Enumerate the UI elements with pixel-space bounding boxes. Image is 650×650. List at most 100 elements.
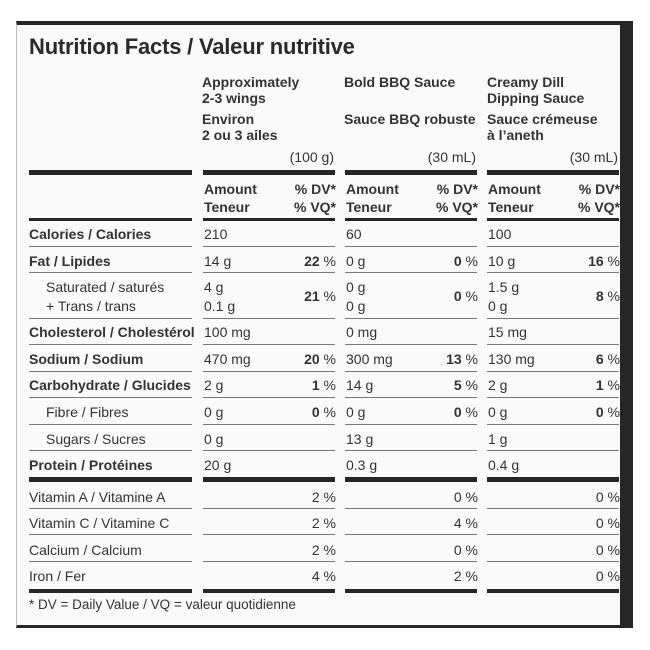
- rule-medium: [487, 218, 619, 221]
- percent-symbol: %: [323, 253, 336, 269]
- row-divider: [487, 508, 619, 509]
- cell-value: 0 g: [346, 404, 366, 420]
- cell-value: 300 mg: [346, 351, 393, 367]
- col2-serving: (30 mL): [427, 149, 476, 165]
- row-divider: [29, 508, 192, 509]
- cell-dv: 0 %: [404, 288, 478, 304]
- col3-teneur-header: Teneur: [488, 199, 534, 215]
- cell-dv: 2 %: [453, 568, 478, 584]
- cell-value: 130 mg: [488, 351, 535, 367]
- cell-value: 15 mg: [488, 324, 527, 340]
- row-divider: [29, 318, 192, 319]
- col2-amount-header: Amount: [346, 181, 399, 197]
- cell-value: 1.5 g: [488, 279, 520, 295]
- percent-symbol: %: [465, 351, 478, 367]
- cell-value: 0 g: [488, 298, 508, 314]
- row-divider: [203, 561, 335, 562]
- dv-number: 0: [595, 404, 604, 420]
- row-label-vitamin-a: Vitamin A / Vitamine A: [29, 489, 166, 505]
- cell-dv: 4 %: [453, 515, 478, 531]
- percent-symbol: %: [607, 288, 620, 304]
- cell-dv: 0 %: [262, 404, 336, 420]
- col1-teneur-header: Teneur: [204, 199, 250, 215]
- row-divider: [203, 246, 335, 247]
- row-divider: [29, 272, 192, 273]
- percent-symbol: %: [323, 288, 336, 304]
- col3-serving: (30 mL): [569, 149, 618, 165]
- row-label-fibre: Fibre / Fibres: [46, 404, 129, 420]
- row-divider: [203, 397, 335, 398]
- col3-dv-header: % DV*: [578, 181, 620, 197]
- row-label-iron: Iron / Fer: [29, 568, 86, 584]
- cell-value: 20 g: [204, 457, 232, 473]
- cell-dv: 0 %: [404, 253, 478, 269]
- cell-dv: 0 %: [595, 542, 620, 558]
- cell-value: 0 g: [204, 431, 224, 447]
- row-divider: [487, 246, 619, 247]
- row-label-fat: Fat / Lipides: [29, 253, 111, 269]
- row-divider: [29, 371, 192, 372]
- cell-dv: 21 %: [262, 288, 336, 304]
- row-divider: [203, 371, 335, 372]
- dv-number: 0: [311, 404, 320, 420]
- row-divider: [487, 371, 619, 372]
- rule-medium: [345, 218, 477, 221]
- rule-thick: [487, 589, 619, 593]
- cell-value: 0.4 g: [488, 457, 520, 473]
- row-divider: [203, 508, 335, 509]
- cell-dv: 1 %: [262, 377, 336, 393]
- rule-medium: [203, 218, 335, 221]
- dv-number: 13: [446, 351, 462, 367]
- row-divider: [345, 508, 477, 509]
- col1-name-fr-line1: Environ: [202, 111, 255, 127]
- row-divider: [345, 371, 477, 372]
- row-divider: [345, 534, 477, 535]
- row-divider: [29, 534, 192, 535]
- row-divider: [345, 272, 477, 273]
- row-divider: [203, 318, 335, 319]
- rule-thick: [29, 477, 192, 482]
- dv-number: 5: [453, 377, 462, 393]
- percent-symbol: %: [465, 253, 478, 269]
- cell-value: 0 g: [488, 404, 508, 420]
- percent-symbol: %: [465, 288, 478, 304]
- cell-value: 14 g: [346, 377, 374, 393]
- cell-value: 100 mg: [204, 324, 251, 340]
- percent-symbol: %: [465, 377, 478, 393]
- row-label-sodium: Sodium / Sodium: [29, 351, 144, 367]
- cell-value: 0 g: [346, 279, 366, 295]
- rule-thick: [345, 589, 477, 593]
- cell-dv: 1 %: [546, 377, 620, 393]
- row-divider: [487, 534, 619, 535]
- col3-name-fr-line2: à l’aneth: [487, 127, 544, 143]
- dv-number: 16: [588, 253, 604, 269]
- rule-thick: [203, 477, 335, 482]
- dv-number: 6: [595, 351, 604, 367]
- row-divider: [345, 424, 477, 425]
- row-label-calcium: Calcium / Calcium: [29, 542, 142, 558]
- rule-thick: [203, 170, 335, 175]
- dv-number: 20: [304, 351, 320, 367]
- col1-name-en-line2: 2-3 wings: [202, 90, 266, 106]
- cell-dv: 2 %: [311, 489, 336, 505]
- percent-symbol: %: [323, 377, 336, 393]
- row-label-trans: + Trans / trans: [46, 298, 136, 314]
- cell-dv: 0 %: [546, 404, 620, 420]
- row-divider: [345, 344, 477, 345]
- row-divider: [29, 397, 192, 398]
- cell-dv: 13 %: [404, 351, 478, 367]
- rule-thick: [29, 170, 192, 175]
- cell-dv: 0 %: [595, 568, 620, 584]
- col3-name-en-line1: Creamy Dill: [487, 74, 565, 90]
- cell-value: 0 g: [346, 253, 366, 269]
- row-divider: [29, 561, 192, 562]
- cell-dv: 0 %: [453, 542, 478, 558]
- cell-dv: 0 %: [453, 489, 478, 505]
- rule-thick: [203, 589, 335, 593]
- dv-number: 0: [453, 288, 462, 304]
- row-divider: [203, 424, 335, 425]
- percent-symbol: %: [607, 351, 620, 367]
- row-divider: [203, 450, 335, 451]
- cell-value: 470 mg: [204, 351, 251, 367]
- percent-symbol: %: [607, 377, 620, 393]
